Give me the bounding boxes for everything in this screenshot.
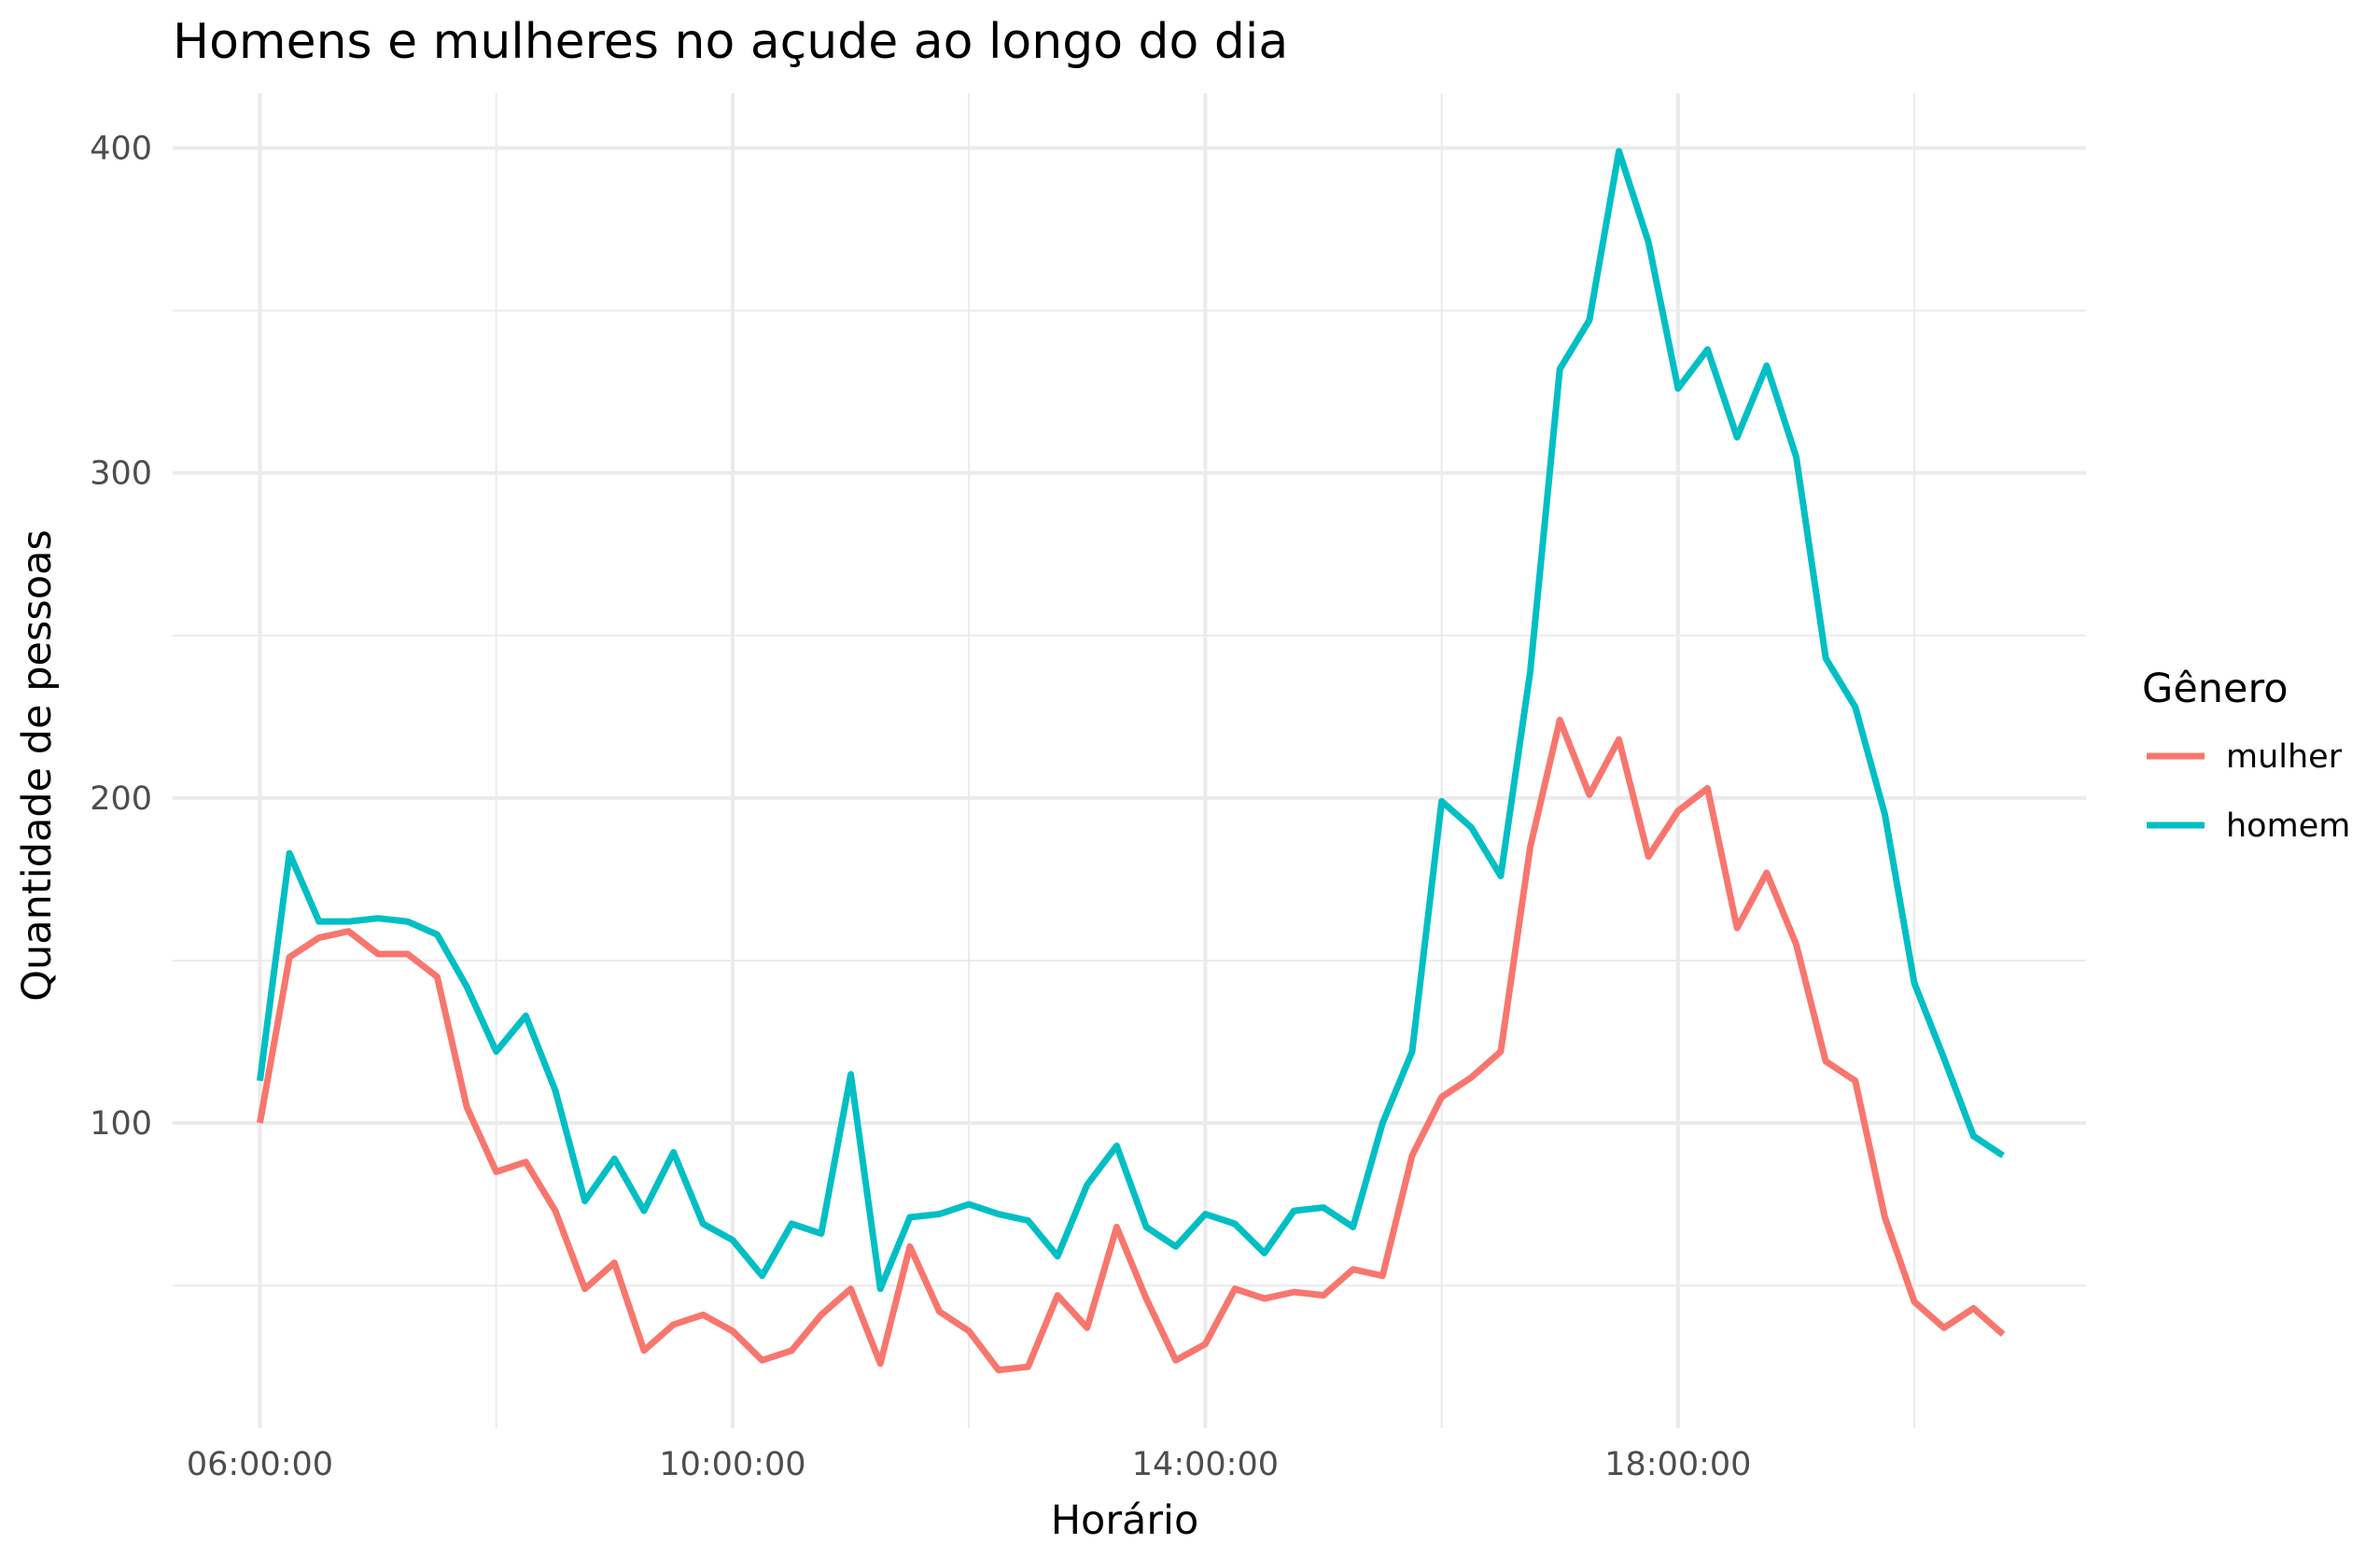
x-tick-label: 14:00:00: [1132, 1446, 1279, 1483]
y-tick-label: 200: [90, 780, 152, 818]
legend-items: mulher homem: [2147, 738, 2350, 845]
y-tick-label: 400: [90, 130, 152, 167]
x-tick-label: 10:00:00: [659, 1446, 805, 1483]
tick-labels: 100 200 300 400 06:00:00 10:00:00 14:00:00 18:0…: [90, 130, 1751, 1483]
y-tick-label: 100: [90, 1105, 152, 1143]
x-tick-label: 06:00:00: [187, 1446, 333, 1483]
y-tick-label: 300: [90, 456, 152, 493]
y-axis-title: Quantidade de pessoas: [14, 529, 61, 1002]
chart-title: Homens e mulheres no açude ao longo do d…: [173, 14, 1288, 70]
series-line-mulher: [257, 716, 2006, 1374]
legend: Gênero mulher homem: [2142, 666, 2350, 845]
series-line-homem: [256, 147, 2005, 1293]
grid: [173, 93, 2086, 1428]
series-lines: [256, 147, 2006, 1374]
x-axis-title: Horário: [1051, 1497, 1199, 1540]
legend-title: Gênero: [2142, 666, 2289, 712]
legend-label-mulher: mulher: [2226, 738, 2343, 776]
legend-label-homem: homem: [2226, 807, 2350, 845]
x-tick-label: 18:00:00: [1604, 1446, 1751, 1483]
